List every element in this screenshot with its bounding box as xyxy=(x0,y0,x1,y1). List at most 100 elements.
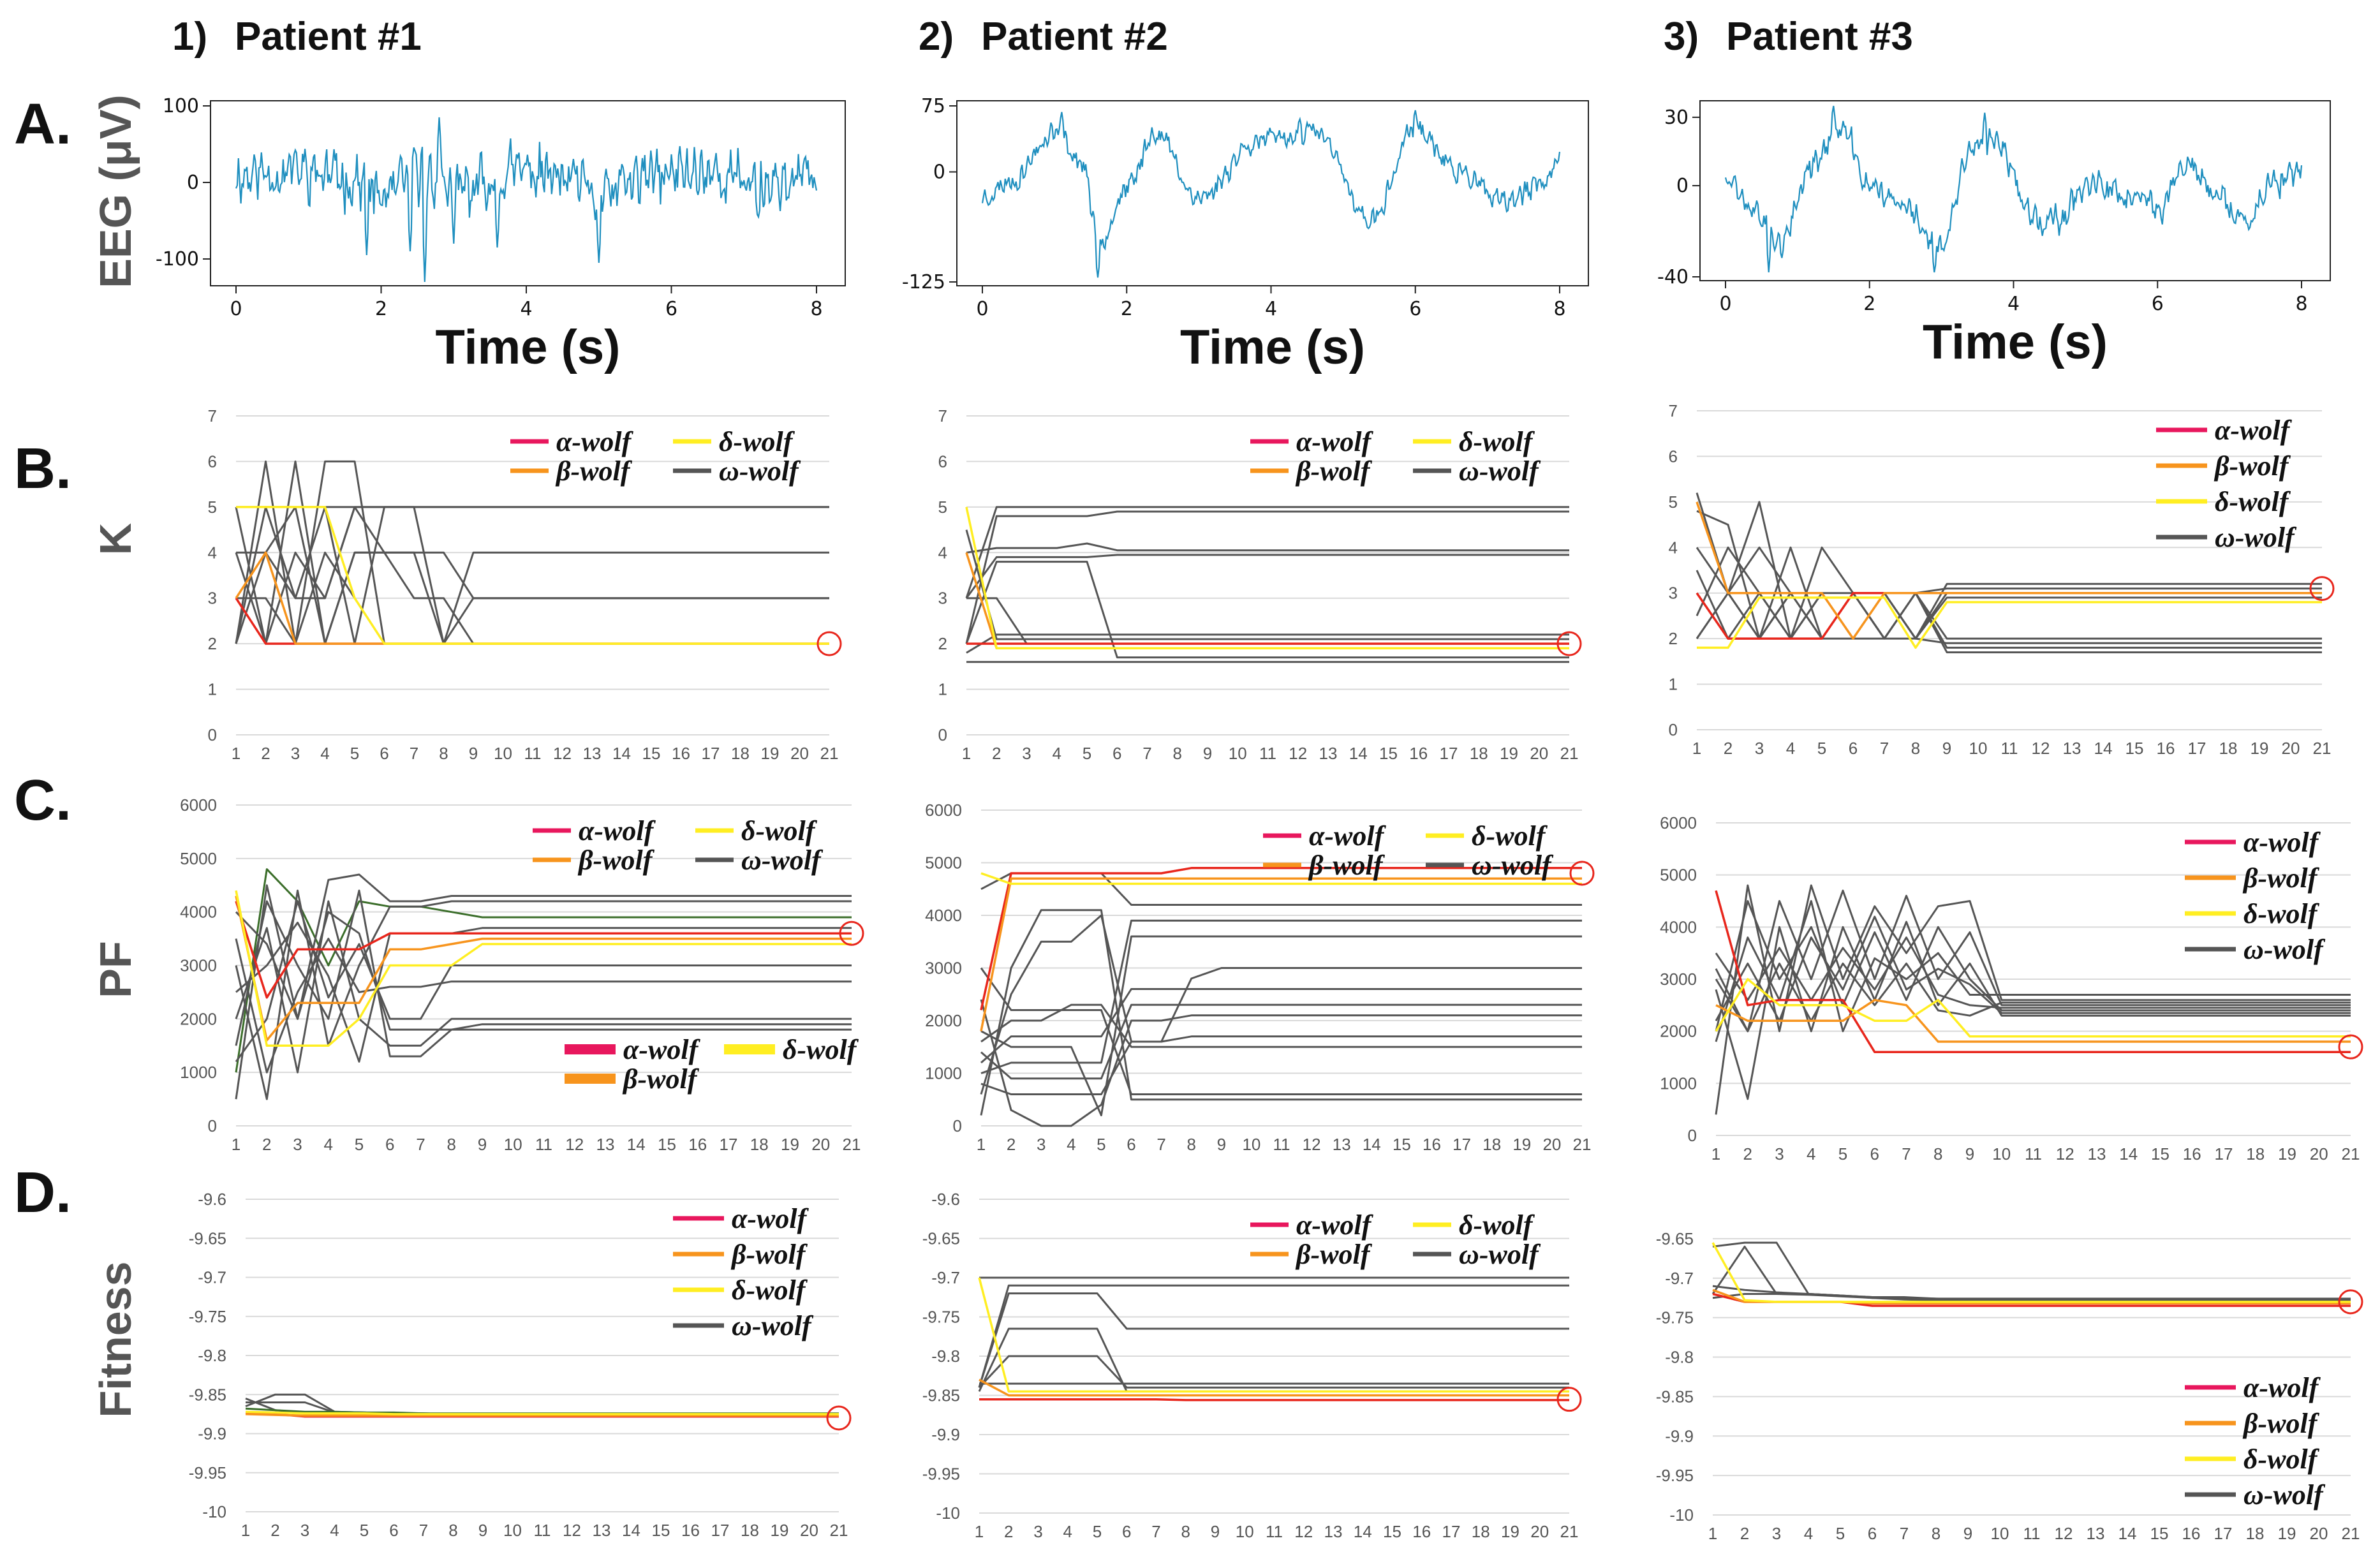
x-tick-label: 14 xyxy=(612,744,631,763)
x-tick-label: 11 xyxy=(524,744,542,763)
x-tick-label: 16 xyxy=(2182,1524,2201,1543)
x-tick-label: 5 xyxy=(360,1521,369,1540)
y-tick-label: 6000 xyxy=(925,801,962,820)
y-tick-label: -9.75 xyxy=(922,1308,960,1327)
series-line-omega xyxy=(980,909,1582,1116)
legend-label-omega: ω-wolf xyxy=(1459,455,1541,487)
y-tick-label: 1 xyxy=(1669,675,1678,694)
y-tick-label: -9.95 xyxy=(922,1465,960,1484)
x-tick-label: 18 xyxy=(1482,1135,1501,1154)
x-tick-label: 16 xyxy=(1423,1135,1441,1154)
y-tick-label: 3 xyxy=(208,589,217,608)
eeg-x-tick-label: 2 xyxy=(1121,298,1133,320)
y-tick-label: -9.7 xyxy=(198,1268,226,1287)
series-line-beta xyxy=(235,896,852,1042)
legend-label-delta: δ-wolf xyxy=(1459,1209,1535,1241)
x-tick-label: 20 xyxy=(790,744,809,763)
y-tick-label: -9.8 xyxy=(1665,1348,1694,1367)
series-line-delta xyxy=(1697,596,2322,649)
x-tick-label: 14 xyxy=(1354,1522,1372,1541)
x-tick-label: 15 xyxy=(1393,1135,1411,1154)
legend-label-delta: δ-wolf xyxy=(741,815,818,846)
x-tick-label: 9 xyxy=(478,1135,487,1154)
y-tick-label: 3000 xyxy=(925,959,962,978)
x-tick-label: 13 xyxy=(1319,744,1338,763)
row-label-k: K xyxy=(91,523,140,556)
y-tick-label: -10 xyxy=(202,1502,226,1521)
y-tick-label: -9.85 xyxy=(189,1385,226,1404)
x-tick-label: 10 xyxy=(1229,744,1247,763)
x-tick-label: 8 xyxy=(1911,739,1920,758)
series-line-omega xyxy=(965,561,1569,659)
x-tick-label: 9 xyxy=(469,744,478,763)
x-tick-label: 21 xyxy=(820,744,839,763)
series-line-omega xyxy=(1696,592,2322,654)
x-tick-label: 8 xyxy=(1173,744,1182,763)
x-tick-label: 10 xyxy=(494,744,512,763)
x-tick-label: 11 xyxy=(1266,1522,1283,1541)
x-tick-label: 6 xyxy=(1870,1144,1879,1163)
eeg-y-tick-label: 0 xyxy=(933,161,945,184)
x-tick-label: 20 xyxy=(800,1521,818,1540)
x-tick-label: 8 xyxy=(447,1135,456,1154)
legend-label-delta: δ-wolf xyxy=(732,1274,808,1306)
eeg-x-tick-label: 4 xyxy=(2007,293,2020,315)
y-tick-label: 1 xyxy=(938,680,947,699)
series-line-omega xyxy=(965,510,1569,644)
series-line-delta xyxy=(965,506,1569,650)
x-tick-label: 19 xyxy=(2278,1524,2296,1543)
x-tick-label: 1 xyxy=(1708,1524,1717,1543)
best-solution-marker xyxy=(2338,1034,2363,1060)
x-tick-label: 12 xyxy=(565,1135,584,1154)
x-tick-label: 15 xyxy=(2125,739,2144,758)
series-line-delta xyxy=(978,1277,1569,1393)
x-tick-label: 18 xyxy=(1470,744,1488,763)
x-tick-label: 16 xyxy=(688,1135,707,1154)
x-tick-label: 10 xyxy=(503,1521,522,1540)
x-tick-label: 15 xyxy=(1379,744,1398,763)
x-tick-label: 21 xyxy=(830,1521,848,1540)
y-tick-label: -10 xyxy=(1669,1505,1694,1525)
x-tick-label: 21 xyxy=(843,1135,861,1154)
best-solution-marker xyxy=(1556,1387,1582,1412)
y-tick-label: 6 xyxy=(208,452,217,471)
legend-label-delta: δ-wolf xyxy=(1459,426,1535,457)
eeg-y-tick-label: -125 xyxy=(902,271,945,293)
eeg-x-tick-label: 0 xyxy=(976,298,988,320)
x-tick-label: 7 xyxy=(1157,1135,1165,1154)
x-tick-label: 6 xyxy=(389,1521,398,1540)
y-tick-label: 0 xyxy=(1669,720,1678,739)
best-solution-marker xyxy=(839,920,864,946)
y-tick-label: 0 xyxy=(1688,1126,1697,1145)
x-tick-label: 16 xyxy=(1409,744,1428,763)
y-tick-label: -9.9 xyxy=(931,1425,960,1444)
x-tick-label: 2 xyxy=(261,744,270,763)
y-tick-label: 4000 xyxy=(1660,917,1697,936)
x-tick-label: 18 xyxy=(750,1135,769,1154)
x-tick-label: 6 xyxy=(1112,744,1121,763)
series-line-omega xyxy=(966,597,1569,645)
eeg-signal-line xyxy=(235,117,818,283)
x-tick-label: 11 xyxy=(2001,739,2018,758)
legend-label-delta: δ-wolf xyxy=(2243,1444,2320,1475)
y-tick-label: 0 xyxy=(208,1116,217,1135)
best-solution-marker xyxy=(1569,861,1595,886)
x-tick-label: 13 xyxy=(593,1521,611,1540)
x-tick-label: 20 xyxy=(1530,744,1548,763)
legend-label-alpha: α-wolf xyxy=(2243,827,2321,858)
legend-label-delta: δ-wolf xyxy=(719,426,795,457)
series-line-omega xyxy=(980,919,1582,1074)
x-tick-label: 2 xyxy=(1004,1522,1013,1541)
y-tick-label: 5 xyxy=(1669,492,1678,512)
x-tick-label: 4 xyxy=(320,744,329,763)
series-line-omega xyxy=(980,1003,1582,1048)
x-tick-label: 16 xyxy=(681,1521,700,1540)
x-tick-label: 3 xyxy=(1033,1522,1042,1541)
y-tick-label: -9.8 xyxy=(931,1347,960,1366)
x-tick-label: 4 xyxy=(1063,1522,1072,1541)
series-line-omega xyxy=(1715,884,2351,1115)
series-line-omega xyxy=(978,1292,1569,1388)
legend-label-alpha: α-wolf xyxy=(579,815,656,846)
y-tick-label: -9.95 xyxy=(1656,1466,1694,1485)
x-tick-label: 12 xyxy=(2032,739,2050,758)
